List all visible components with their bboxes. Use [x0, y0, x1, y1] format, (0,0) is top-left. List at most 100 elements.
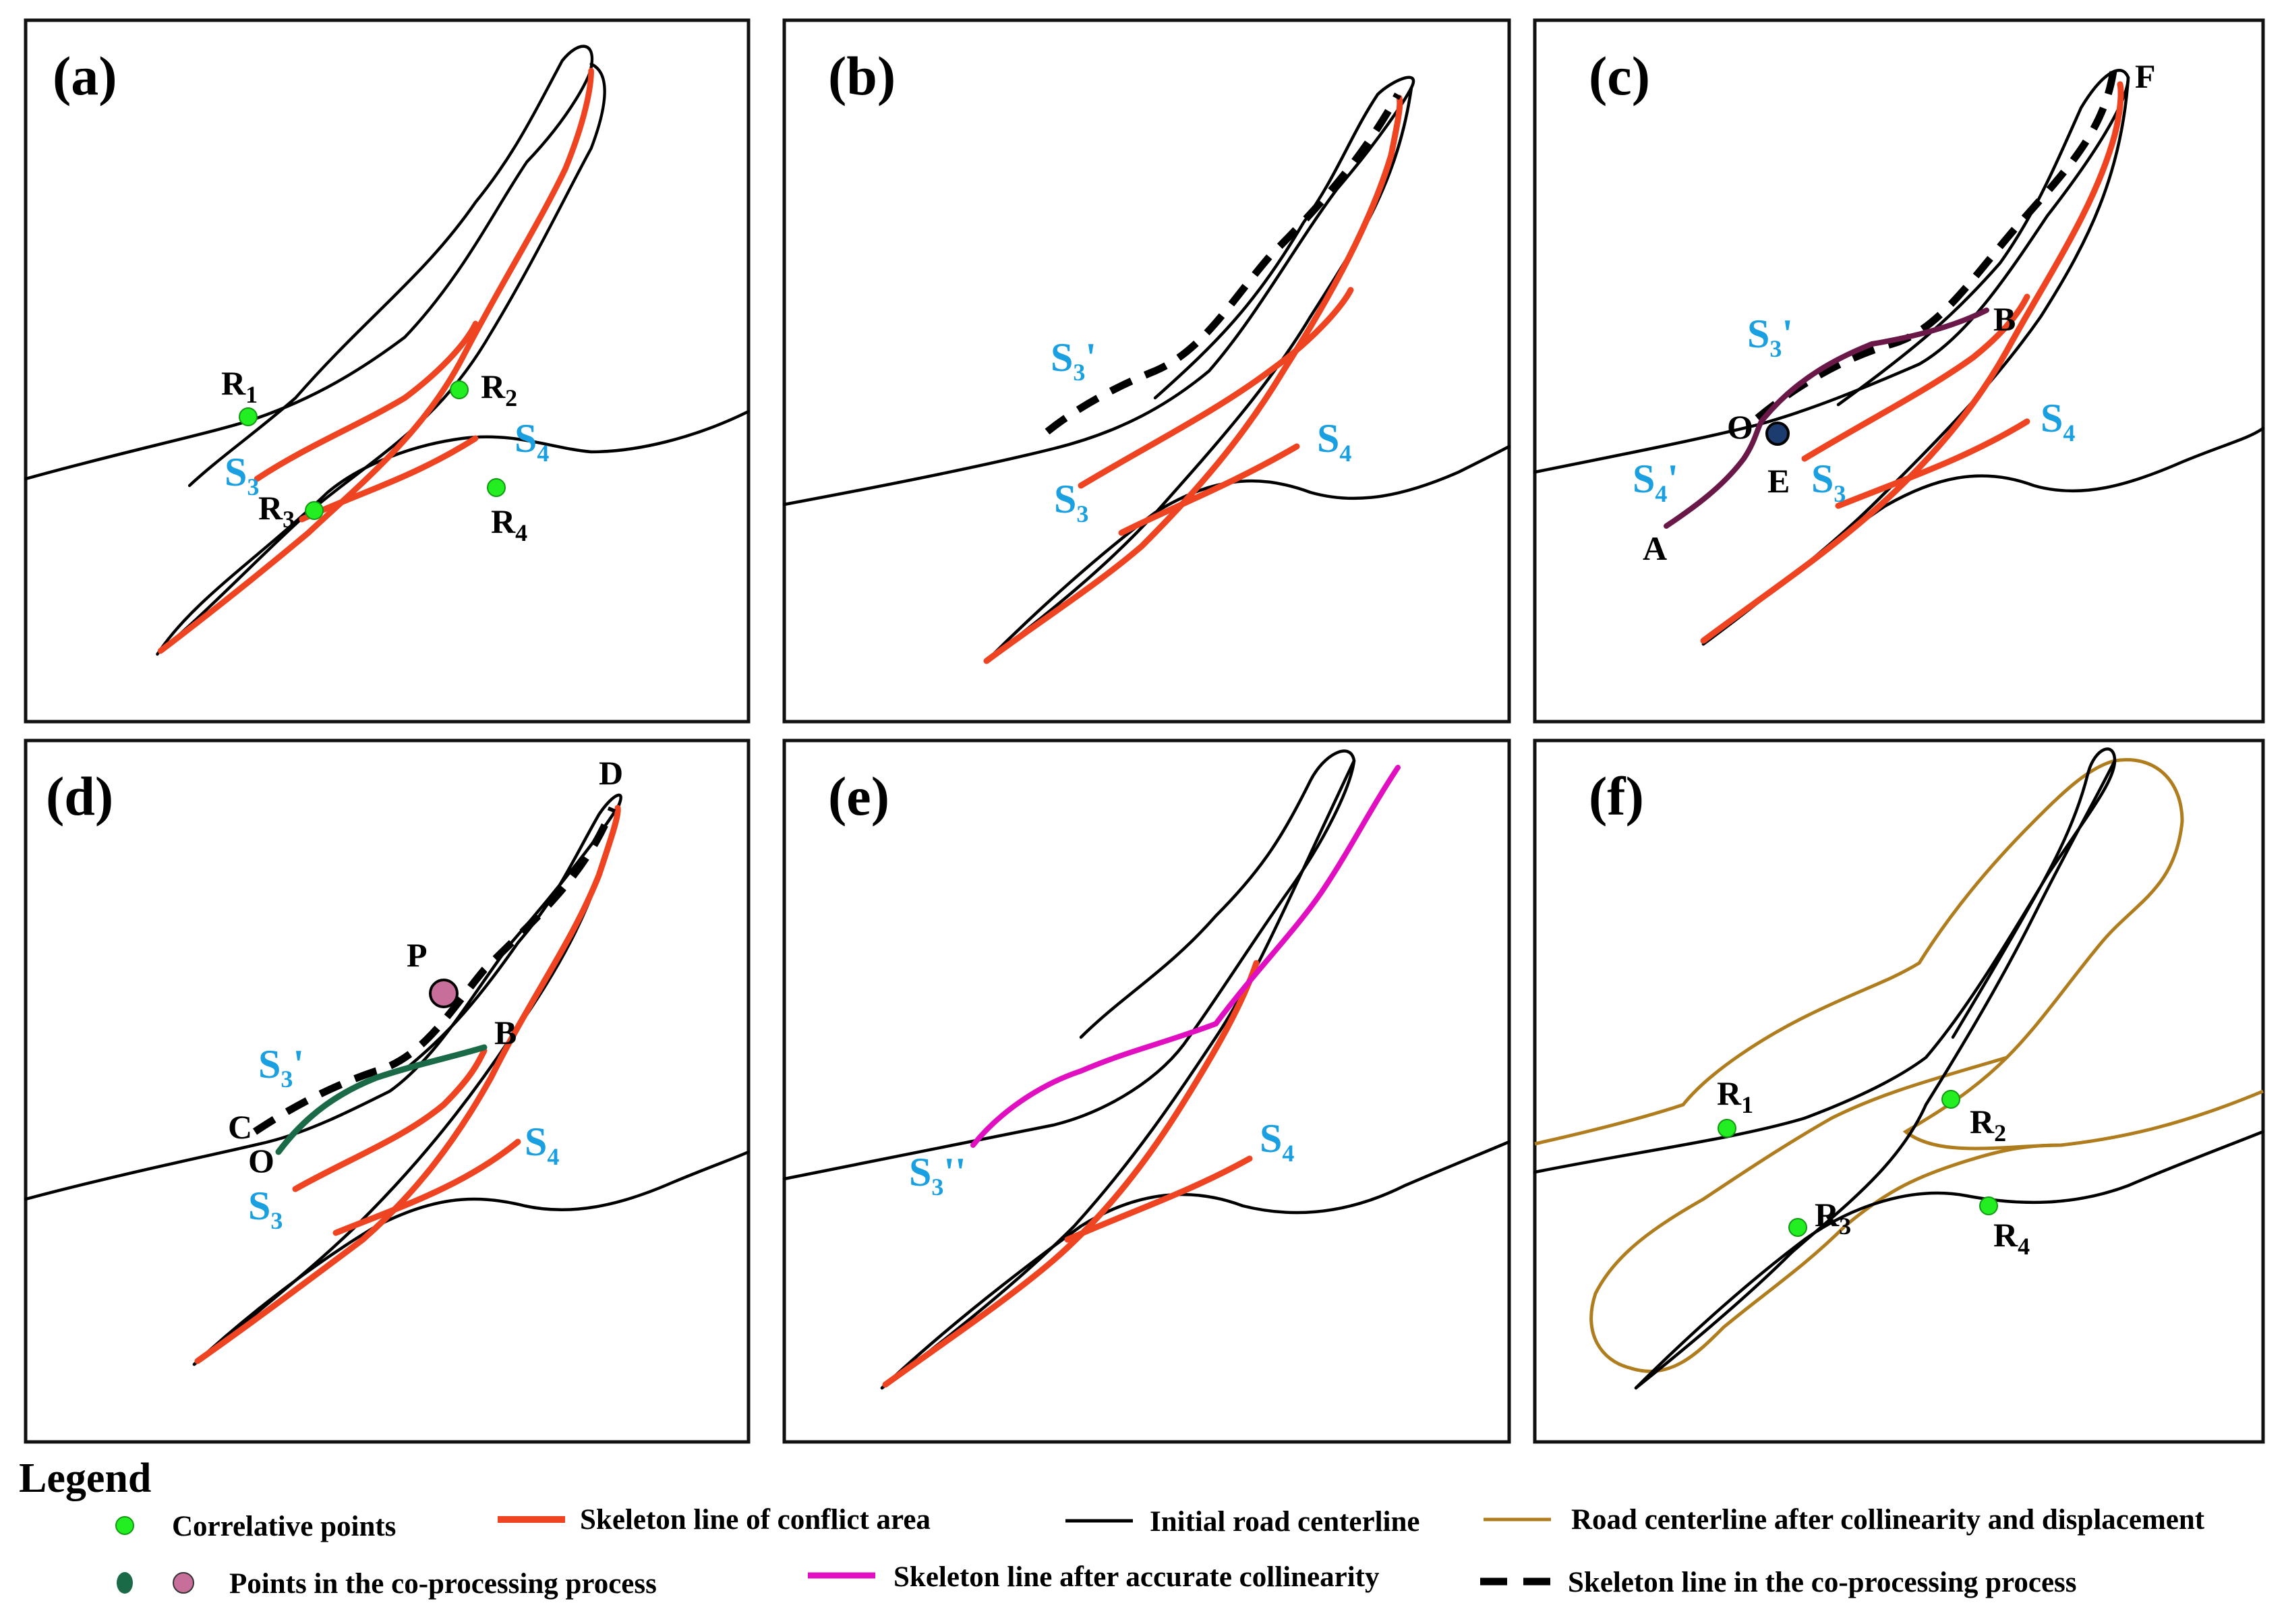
- label-f: F: [2135, 57, 2156, 95]
- road-upper: [24, 45, 594, 488]
- label-o: O: [248, 1142, 274, 1180]
- label-s4: S4: [525, 1120, 559, 1170]
- legend-coprocess-line-text: Skeleton line in the co-processing proce…: [1568, 1567, 2077, 1598]
- point-o: [1765, 422, 1790, 446]
- correlative-point-r2: [1941, 1090, 1960, 1109]
- panel-e: (e) S3'' S4: [782, 738, 1511, 1444]
- accurate-skeleton: [970, 765, 1401, 1148]
- point-p: [429, 979, 459, 1008]
- label-s3-dprime: S3'': [909, 1150, 966, 1200]
- road-upper: [782, 76, 1415, 506]
- label-s3: S3: [1054, 477, 1088, 527]
- skeleton-s4: [1835, 418, 2030, 509]
- panel-b: (b) S3 S3' S4: [782, 18, 1511, 724]
- road-mid: [1634, 759, 2117, 1390]
- panel-d: (d) P C D B O S3 S3' S4: [24, 738, 751, 1444]
- label-r3: R3: [258, 489, 295, 533]
- label-s3: S3: [225, 450, 259, 500]
- skeleton-s3: [292, 1047, 488, 1192]
- panel-c-frame: [1533, 18, 2265, 724]
- legend-displaced-text: Road centerline after collinearity and d…: [1571, 1504, 2205, 1536]
- panel-a-frame: [24, 18, 751, 724]
- panel-d-label: (d): [46, 765, 113, 827]
- correlative-point-r3: [1788, 1218, 1807, 1237]
- label-d: D: [599, 754, 623, 792]
- label-r4: R4: [491, 502, 527, 546]
- label-b: B: [494, 1014, 517, 1051]
- road-lower: [880, 1140, 1511, 1390]
- panel-b-frame: [782, 18, 1511, 724]
- label-s4: S4: [2041, 396, 2075, 446]
- road-upper: [1533, 747, 2117, 1174]
- label-e: E: [1767, 462, 1790, 500]
- label-s3: S3: [248, 1184, 283, 1234]
- skeleton-s4: [1064, 1155, 1253, 1243]
- skeleton-long: [1700, 81, 2124, 644]
- skeleton-long: [983, 94, 1403, 664]
- legend-correlative-text: Correlative points: [172, 1511, 396, 1542]
- legend-coprocess-point-green: [117, 1572, 133, 1594]
- legend: Legend Correlative points Skeleton line …: [19, 1455, 2205, 1600]
- panel-e-frame: [782, 738, 1511, 1444]
- legend-skeleton-conflict-text: Skeleton line of conflict area: [580, 1504, 931, 1536]
- legend-initial-text: Initial road centerline: [1150, 1506, 1420, 1538]
- road-lower: [1701, 426, 2265, 646]
- panel-d-frame: [24, 738, 751, 1444]
- correlative-point-r1: [1718, 1119, 1736, 1138]
- panel-a: (a) R1 R2 R3 R4 S3 S4: [24, 18, 751, 724]
- label-s3-prime: S3': [258, 1042, 304, 1093]
- skeleton-long: [157, 67, 594, 654]
- skeleton-s4: [332, 1138, 521, 1236]
- panel-a-label: (a): [53, 45, 117, 107]
- label-r2: R2: [481, 368, 517, 411]
- label-c: C: [228, 1108, 252, 1146]
- correlative-point-r1: [239, 407, 258, 426]
- label-s3-prime: S3': [1051, 335, 1096, 386]
- panel-f: (f) R1 R2 R3 R4: [1533, 738, 2265, 1444]
- label-s4: S4: [1260, 1116, 1294, 1167]
- panel-e-label: (e): [828, 765, 889, 827]
- label-s4-prime: S4': [1633, 457, 1678, 507]
- road-lower: [156, 409, 751, 656]
- legend-correlative-swatch: [115, 1516, 134, 1535]
- road-lower: [1634, 1130, 2265, 1390]
- legend-title: Legend: [19, 1455, 151, 1501]
- skeleton-long: [194, 805, 621, 1364]
- curve-o-b: [275, 1044, 488, 1155]
- coprocess-skeleton: [1755, 60, 2119, 422]
- label-s4: S4: [1317, 416, 1351, 467]
- correlative-point-r2: [450, 380, 469, 399]
- panel-f-label: (f): [1589, 765, 1644, 827]
- label-r2: R2: [1970, 1103, 2006, 1147]
- road-mid: [880, 759, 1356, 1390]
- displaced-centerline-lower: [1589, 1055, 2061, 1373]
- skeleton-s3: [1078, 287, 1354, 489]
- skeleton-s4: [1118, 443, 1300, 536]
- label-s3: S3: [1811, 457, 1846, 507]
- correlative-point-r4: [487, 478, 506, 497]
- label-p: P: [407, 936, 428, 974]
- correlative-point-r4: [1979, 1196, 1998, 1215]
- road-mid: [1701, 76, 2130, 646]
- road-mid: [158, 62, 606, 653]
- legend-coprocess-point-pink: [173, 1572, 194, 1594]
- label-b: B: [1993, 300, 2016, 338]
- panel-c-label: (c): [1589, 45, 1650, 107]
- road-lower: [192, 1150, 751, 1366]
- skeleton-long: [882, 960, 1260, 1388]
- displaced-centerline-upper: [1534, 758, 2264, 1151]
- coprocess-skeleton: [252, 806, 616, 1135]
- curve-a-b: [1664, 308, 1989, 529]
- label-o: O: [1727, 408, 1753, 446]
- road-lower: [985, 444, 1511, 663]
- label-a: A: [1643, 529, 1667, 567]
- correlative-point-r3: [305, 501, 324, 520]
- label-s3-prime: S3': [1747, 312, 1793, 362]
- road-upper: [1533, 69, 2130, 474]
- label-r1: R1: [221, 364, 258, 408]
- legend-coprocess-points-text: Points in the co-processing process: [229, 1568, 657, 1600]
- skeleton-s3: [1801, 293, 2030, 462]
- skeleton-s4: [299, 435, 479, 523]
- label-r1: R1: [1717, 1074, 1753, 1118]
